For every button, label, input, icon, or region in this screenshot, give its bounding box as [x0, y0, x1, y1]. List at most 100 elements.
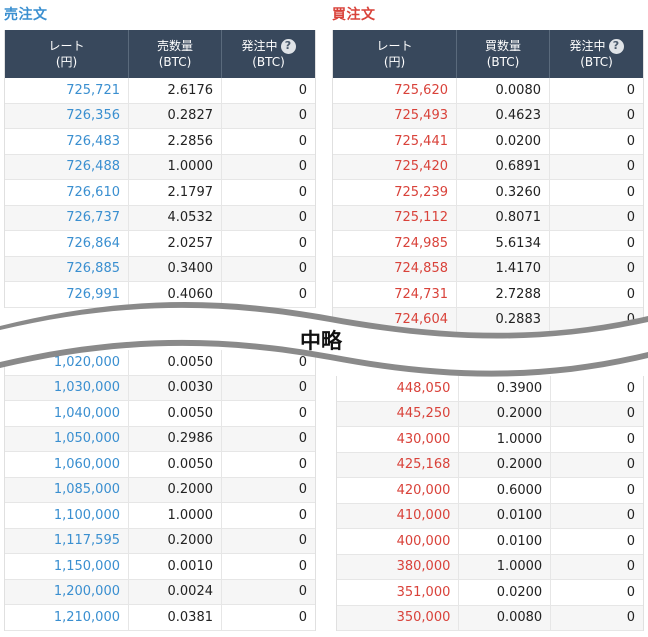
buy-rows-bottom: 448,050 0.3900 0 445,250 0.2000 0 430,000 1.000… [337, 376, 643, 631]
order-row: 410,000 0.0100 0 [337, 503, 643, 529]
order-row: 380,000 1.0000 0 [337, 554, 643, 580]
rate-cell: 725,620 [333, 78, 457, 103]
rate-cell: 410,000 [337, 503, 460, 528]
qty-cell: 1.0000 [129, 154, 222, 179]
qty-cell: 0.4060 [129, 282, 222, 307]
qty-cell: 1.0000 [459, 427, 552, 452]
pending-cell: 0 [298, 235, 307, 251]
pending-cell: 0 [626, 508, 635, 524]
sell-header-pending-row: 発注中 ? [241, 38, 296, 54]
rate-cell: 1,200,000 [5, 579, 129, 604]
sell-orders-table-lower: 1,020,000 0.0050 0 1,030,000 0.0030 0 1,040,00… [4, 350, 316, 631]
pending-cell: 0 [626, 584, 635, 600]
rate-cell: 1,030,000 [5, 375, 129, 400]
qty-cell: 5.6134 [457, 231, 550, 256]
rate-cell: 1,020,000 [5, 350, 129, 375]
pending-cell: 0 [298, 159, 307, 175]
qty-cell: 0.0050 [129, 452, 222, 477]
omission-label: 中略 [300, 329, 342, 353]
order-row: 725,721 2.6176 0 [5, 78, 315, 104]
rate-cell: 1,040,000 [5, 401, 129, 426]
pending-cell: 0 [298, 261, 307, 277]
rate-cell: 726,356 [5, 103, 129, 128]
pending-cell: 0 [298, 210, 307, 226]
order-row: 1,040,000 0.0050 0 [5, 401, 315, 427]
pending-cell: 0 [298, 584, 307, 600]
rate-cell: 1,210,000 [5, 605, 129, 630]
sell-header-pending: 発注中 ? (BTC) [222, 30, 315, 78]
qty-cell: 0.3900 [459, 376, 552, 401]
rate-cell: 726,483 [5, 129, 129, 154]
pending-cell: 0 [626, 210, 635, 226]
sell-header-rate: レート (円) [5, 30, 129, 78]
sell-orders-table: レート (円) 売数量 (BTC) 発注中 ? (BTC) 725,721 2.6… [4, 30, 316, 308]
sell-header-pending-unit: (BTC) [252, 55, 285, 69]
rate-cell: 725,112 [333, 205, 457, 230]
buy-header-qty: 買数量 (BTC) [457, 30, 550, 78]
sell-header-rate-unit: (円) [55, 55, 78, 69]
qty-cell: 0.0200 [459, 580, 552, 605]
order-row: 724,731 2.7288 0 [333, 282, 643, 308]
rate-cell: 726,885 [5, 256, 129, 281]
order-row: 1,050,000 0.2986 0 [5, 426, 315, 452]
rate-cell: 420,000 [337, 478, 460, 503]
pending-cell: 0 [626, 184, 635, 200]
order-row: 726,737 4.0532 0 [5, 205, 315, 231]
rate-cell: 724,985 [333, 231, 457, 256]
qty-cell: 0.0050 [129, 401, 222, 426]
pending-cell: 0 [626, 82, 635, 98]
qty-cell: 0.0100 [459, 529, 552, 554]
rate-cell: 1,100,000 [5, 503, 129, 528]
pending-cell: 0 [626, 108, 635, 124]
qty-cell: 0.2000 [129, 528, 222, 553]
buy-header-pending-label: 発注中 [569, 39, 606, 53]
sell-rows-bottom: 1,020,000 0.0050 0 1,030,000 0.0030 0 1,040,00… [5, 350, 315, 631]
qty-cell: 2.1797 [129, 180, 222, 205]
qty-cell: 0.2000 [129, 477, 222, 502]
order-row: 430,000 1.0000 0 [337, 427, 643, 453]
rate-cell: 726,864 [5, 231, 129, 256]
help-icon[interactable]: ? [280, 38, 296, 54]
order-row: 445,250 0.2000 0 [337, 401, 643, 427]
pending-cell: 0 [626, 235, 635, 251]
order-row: 425,168 0.2000 0 [337, 452, 643, 478]
pending-cell: 0 [298, 609, 307, 625]
order-row: 724,604 0.2883 0 [333, 307, 643, 333]
rate-cell: 725,721 [5, 78, 129, 103]
order-row: 1,100,000 1.0000 0 [5, 503, 315, 529]
qty-cell: 0.0381 [129, 605, 222, 630]
pending-cell: 0 [626, 312, 635, 328]
qty-cell: 2.0257 [129, 231, 222, 256]
pending-cell: 0 [298, 507, 307, 523]
qty-cell: 2.7288 [457, 282, 550, 307]
pending-cell: 0 [626, 380, 635, 396]
pending-cell: 0 [626, 533, 635, 549]
qty-cell: 0.0030 [129, 375, 222, 400]
buy-header-rate-label: レート [376, 39, 413, 53]
qty-cell: 0.0024 [129, 579, 222, 604]
pending-cell: 0 [298, 286, 307, 302]
rate-cell: 1,150,000 [5, 554, 129, 579]
qty-cell: 0.0080 [459, 605, 552, 630]
help-icon[interactable]: ? [608, 38, 624, 54]
order-row: 724,985 5.6134 0 [333, 231, 643, 257]
rate-cell: 1,117,595 [5, 528, 129, 553]
order-row: 1,210,000 0.0381 0 [5, 605, 315, 631]
qty-cell: 2.2856 [129, 129, 222, 154]
qty-cell: 0.0010 [129, 554, 222, 579]
qty-cell: 0.2827 [129, 103, 222, 128]
buy-orders-table-lower: 448,050 0.3900 0 445,250 0.2000 0 430,000 1.000… [336, 376, 644, 631]
qty-cell: 0.3400 [129, 256, 222, 281]
buy-orders-table: レート (円) 買数量 (BTC) 発注中 ? (BTC) 725,620 0.0… [332, 30, 644, 333]
order-row: 726,885 0.3400 0 [5, 256, 315, 282]
qty-cell: 0.2883 [457, 307, 550, 332]
pending-cell: 0 [298, 558, 307, 574]
pending-cell: 0 [626, 610, 635, 626]
pending-cell: 0 [298, 431, 307, 447]
order-row: 1,030,000 0.0030 0 [5, 375, 315, 401]
pending-cell: 0 [626, 286, 635, 302]
pending-cell: 0 [626, 133, 635, 149]
order-row: 726,483 2.2856 0 [5, 129, 315, 155]
rate-cell: 351,000 [337, 580, 460, 605]
order-row: 351,000 0.0200 0 [337, 580, 643, 606]
